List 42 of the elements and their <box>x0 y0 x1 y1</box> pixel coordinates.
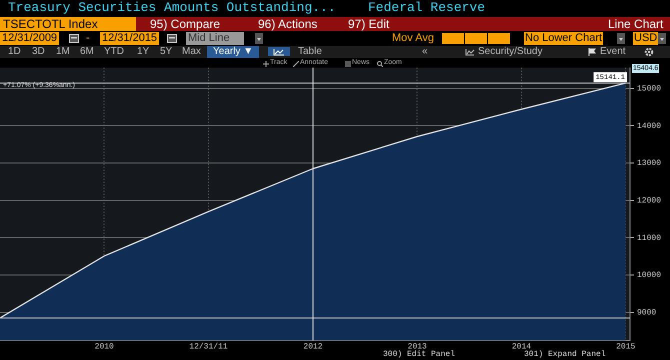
y-tick-label: 15000 <box>637 84 662 94</box>
text: Security/Study <box>478 46 542 58</box>
chart-subtitle: Federal Reserve <box>368 0 486 16</box>
text: « <box>422 46 428 58</box>
text: 95) Compare <box>150 17 220 31</box>
text: 6M <box>80 46 94 58</box>
y-tick-label: 10000 <box>637 271 662 280</box>
x-tick-label: 2014 <box>512 342 532 352</box>
x-tick-label: 2010 <box>94 342 114 352</box>
text: 12/31/2009 <box>0 32 60 45</box>
text: Event <box>600 46 626 58</box>
text: 12/31/2015 <box>100 32 160 45</box>
chart-title: Treasury Securities Amounts Outstanding... <box>8 0 336 16</box>
y-tick-label: 14000 <box>637 122 662 131</box>
text: Table <box>298 46 322 58</box>
text: 300) Edit Panel <box>383 350 456 360</box>
text: Mid Line <box>186 32 244 45</box>
y-tick-label: 9000 <box>637 308 656 318</box>
text: Yearly ▼ <box>207 46 260 58</box>
x-tick-label: 12/31/11 <box>189 342 228 352</box>
text: 1Y <box>137 46 150 58</box>
text: 1M <box>56 46 70 58</box>
y-tick-label: 13000 <box>637 159 662 168</box>
text: 3D <box>32 46 45 58</box>
y-tick-label: 11000 <box>637 234 662 243</box>
x-tick-label: 2013 <box>408 342 428 352</box>
text: Mov Avg <box>392 32 434 45</box>
x-tick-label: 2015 <box>616 342 636 352</box>
text: 97) Edit <box>348 17 390 31</box>
text: USD <box>633 32 658 45</box>
text: TSECTOTL Index <box>0 17 136 31</box>
text: 96) Actions <box>258 17 318 31</box>
text: Line Chart <box>608 17 664 31</box>
text: - <box>86 32 90 45</box>
text: Max <box>182 46 201 58</box>
text: 1D <box>8 46 21 58</box>
y-tick-label: 12000 <box>637 196 662 206</box>
text: YTD <box>104 46 124 58</box>
text: No Lower Chart <box>524 32 604 45</box>
x-tick-label: 2012 <box>303 342 323 352</box>
text: 5Y <box>160 46 172 58</box>
text: 301) Expand Panel <box>524 350 606 360</box>
